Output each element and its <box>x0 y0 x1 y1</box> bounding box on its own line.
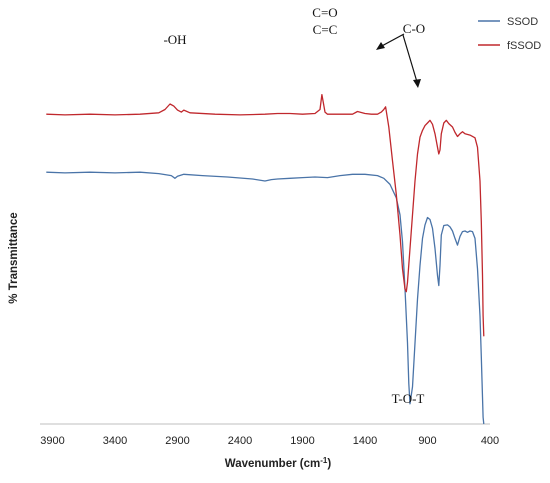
x-tick-label: 1900 <box>290 435 314 447</box>
annotation-oh: -OH <box>163 32 186 47</box>
annotation-c-o: C-O <box>403 21 425 36</box>
x-tick-label: 3900 <box>40 435 64 447</box>
y-axis-title: % Transmittance <box>8 212 20 303</box>
x-tick-label: 3400 <box>103 435 127 447</box>
annotations: -OH C=O C=C C-O T-O-T <box>163 5 425 406</box>
legend: SSOD fSSOD <box>478 16 541 52</box>
annotation-arrow-right <box>402 34 418 83</box>
annotation-arrow-left <box>379 33 405 48</box>
annotation-t-o-t: T-O-T <box>392 391 425 406</box>
annotation-c-double-o: C=O <box>312 5 337 20</box>
annotation-arrowhead-right <box>413 79 421 88</box>
x-tick-labels: 3900 3400 2900 2400 1900 1400 900 400 <box>40 435 499 447</box>
x-axis-title: Wavenumber (cm-1) <box>225 456 332 470</box>
x-tick-label: 1400 <box>353 435 377 447</box>
series-layer <box>46 93 485 425</box>
x-tick-label: 400 <box>481 435 499 447</box>
series-line-fssod <box>46 93 485 337</box>
x-tick-label: 900 <box>418 435 436 447</box>
legend-label-fssod: fSSOD <box>507 40 541 52</box>
annotation-c-double-c: C=C <box>313 22 338 37</box>
annotation-arrowhead-left <box>376 42 385 50</box>
x-tick-label: 2900 <box>165 435 189 447</box>
series-line-ssod <box>46 171 485 425</box>
legend-label-ssod: SSOD <box>507 16 538 28</box>
x-tick-label: 2400 <box>228 435 252 447</box>
